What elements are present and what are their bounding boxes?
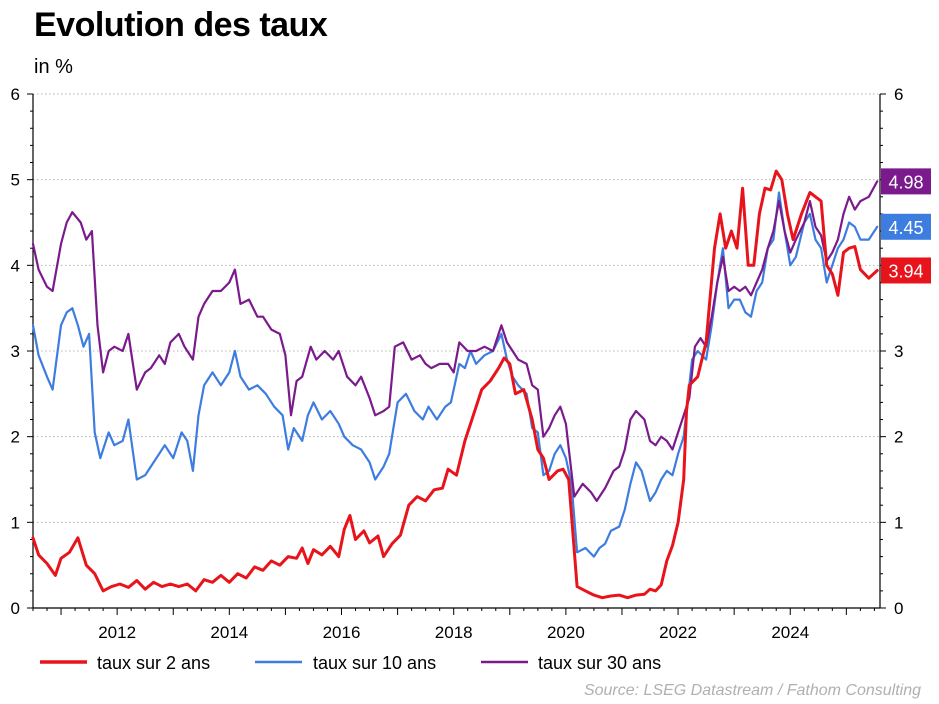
end-label-box (881, 213, 931, 240)
chart-title: Evolution des taux (34, 6, 328, 44)
y-tick-label-right: 6 (894, 85, 903, 104)
legend-label: taux sur 30 ans (538, 653, 661, 673)
series-line-1 (31, 191, 879, 558)
x-tick-label: 2012 (98, 623, 136, 642)
y-tick-label-left: 5 (11, 171, 20, 190)
end-label: 4.45 (881, 213, 931, 240)
x-tick-label: 2014 (210, 623, 248, 642)
y-tick-label-left: 1 (11, 513, 20, 532)
y-tick-label-left: 6 (11, 85, 20, 104)
x-tick-label: 2016 (323, 623, 361, 642)
end-label-box (881, 257, 931, 284)
legend-label: taux sur 2 ans (97, 653, 210, 673)
end-labels: 3.94 4.45 4.98 (881, 168, 931, 284)
y-tick-label-left: 3 (11, 342, 20, 361)
y-tick-label-right: 0 (894, 599, 903, 618)
end-label: 4.98 (881, 168, 931, 195)
end-label-value: 4.45 (888, 218, 923, 238)
y-tick-label-right: 1 (894, 513, 903, 532)
end-label-box (881, 168, 931, 195)
grid-lines (33, 93, 880, 523)
x-tick-label: 2018 (435, 623, 473, 642)
y-tick-label-left: 2 (11, 428, 20, 447)
y-tick-label-right: 3 (894, 342, 903, 361)
y-tick-label-left: 4 (11, 256, 20, 275)
end-label-value: 4.98 (888, 172, 923, 192)
end-label-value: 3.94 (888, 261, 923, 281)
end-label: 3.94 (881, 257, 931, 284)
series-line-0 (31, 169, 879, 600)
series-lines (31, 169, 879, 600)
axes (32, 94, 881, 609)
series-line-2 (31, 180, 879, 502)
legend: taux sur 2 ans taux sur 10 ans taux sur 30… (40, 653, 661, 673)
axis-ticks: 0011223344556620122014201620182020202220… (11, 85, 904, 642)
legend-item: taux sur 2 ans (40, 653, 210, 673)
legend-item: taux sur 10 ans (255, 653, 436, 673)
x-tick-label: 2020 (547, 623, 585, 642)
y-tick-label-right: 2 (894, 428, 903, 447)
unit-label: in % (34, 56, 73, 78)
x-tick-label: 2024 (771, 623, 809, 642)
legend-item: taux sur 30 ans (481, 653, 661, 673)
legend-label: taux sur 10 ans (313, 653, 436, 673)
y-tick-label-left: 0 (11, 599, 20, 618)
x-tick-label: 2022 (659, 623, 697, 642)
source-note: Source: LSEG Datastream / Fathom Consult… (583, 682, 921, 699)
